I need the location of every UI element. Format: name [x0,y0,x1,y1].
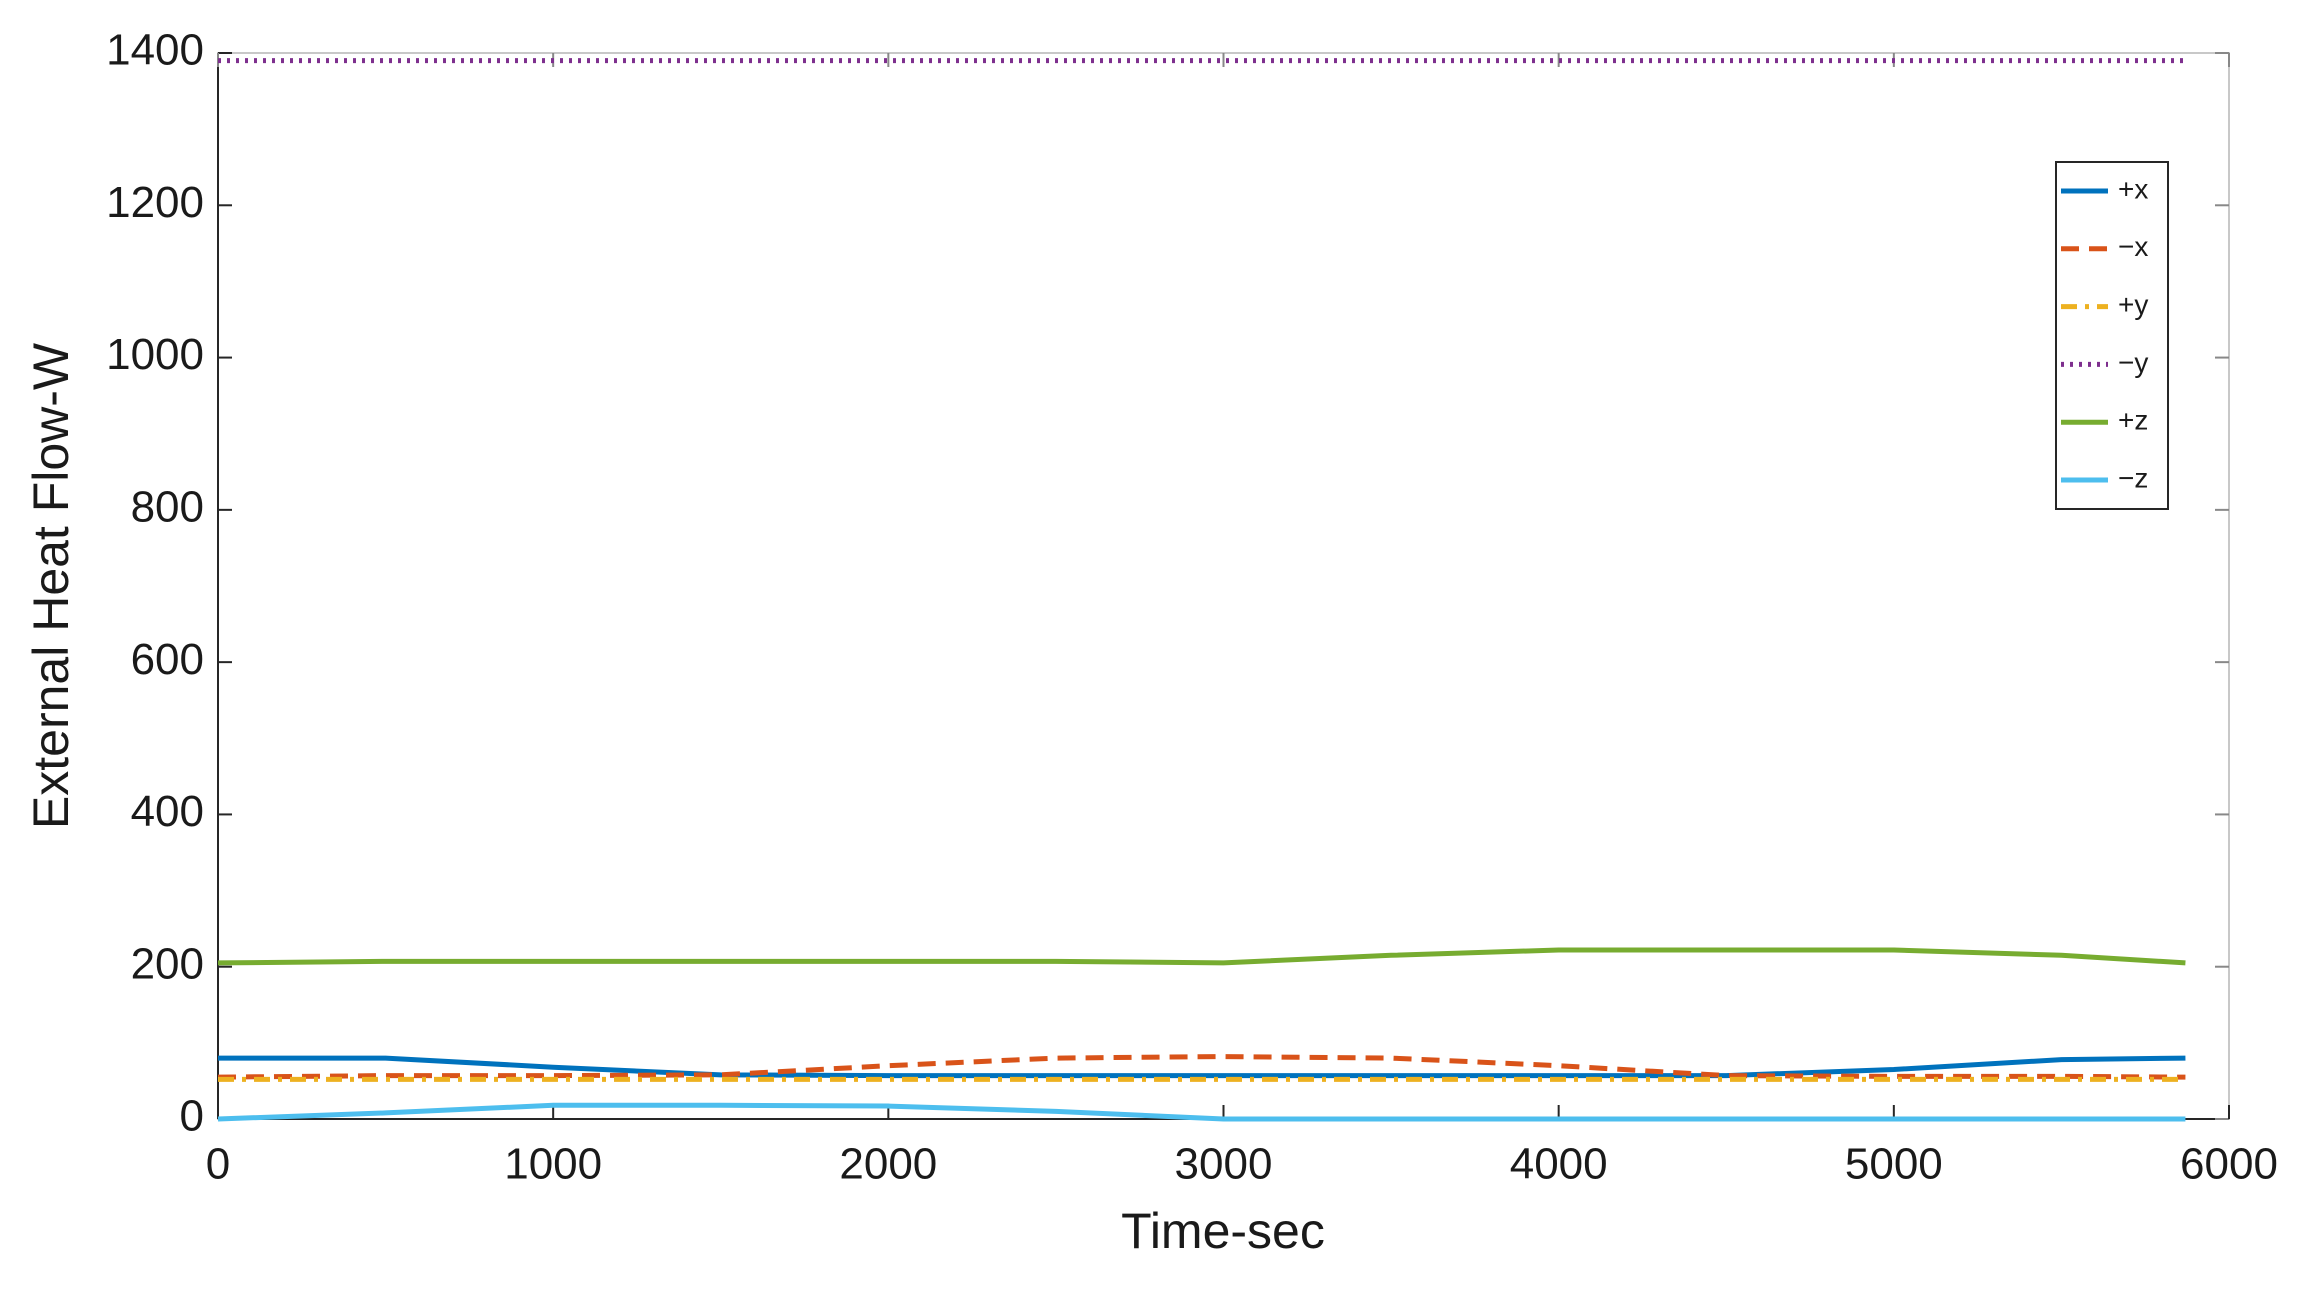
x-tick-label: 1000 [504,1140,602,1189]
series-line [218,1055,2186,1079]
legend-label: −y [2118,347,2148,378]
legend-label: −x [2118,231,2148,262]
x-tick-label: 3000 [1175,1140,1273,1189]
x-tick-label: 2000 [839,1140,937,1189]
y-axis-label: External Heat Flow-W [23,342,79,829]
y-tick-label: 1200 [106,178,204,227]
legend [2055,161,2169,510]
legend-label: +z [2118,405,2148,436]
y-tick-label: 1400 [106,26,204,75]
x-tick-label: 5000 [1845,1140,1943,1189]
y-tick-label: 400 [131,787,204,836]
y-tick-label: 800 [131,482,204,531]
x-tick-label: 6000 [2180,1140,2278,1189]
series-line [217,1102,2186,1122]
x-tick-label: 4000 [1510,1140,1608,1189]
x-tick-label: 0 [206,1140,230,1189]
legend-label: −z [2118,462,2148,493]
y-tick-label: 1000 [106,330,204,379]
y-tick-label: 600 [131,635,204,684]
x-axis-label: Time-sec [1121,1203,1325,1259]
y-tick-label: 200 [131,939,204,988]
legend-label: +y [2118,289,2148,320]
legend-label: +x [2118,173,2148,204]
y-tick-label: 0 [180,1092,204,1141]
series-line [217,947,2186,966]
